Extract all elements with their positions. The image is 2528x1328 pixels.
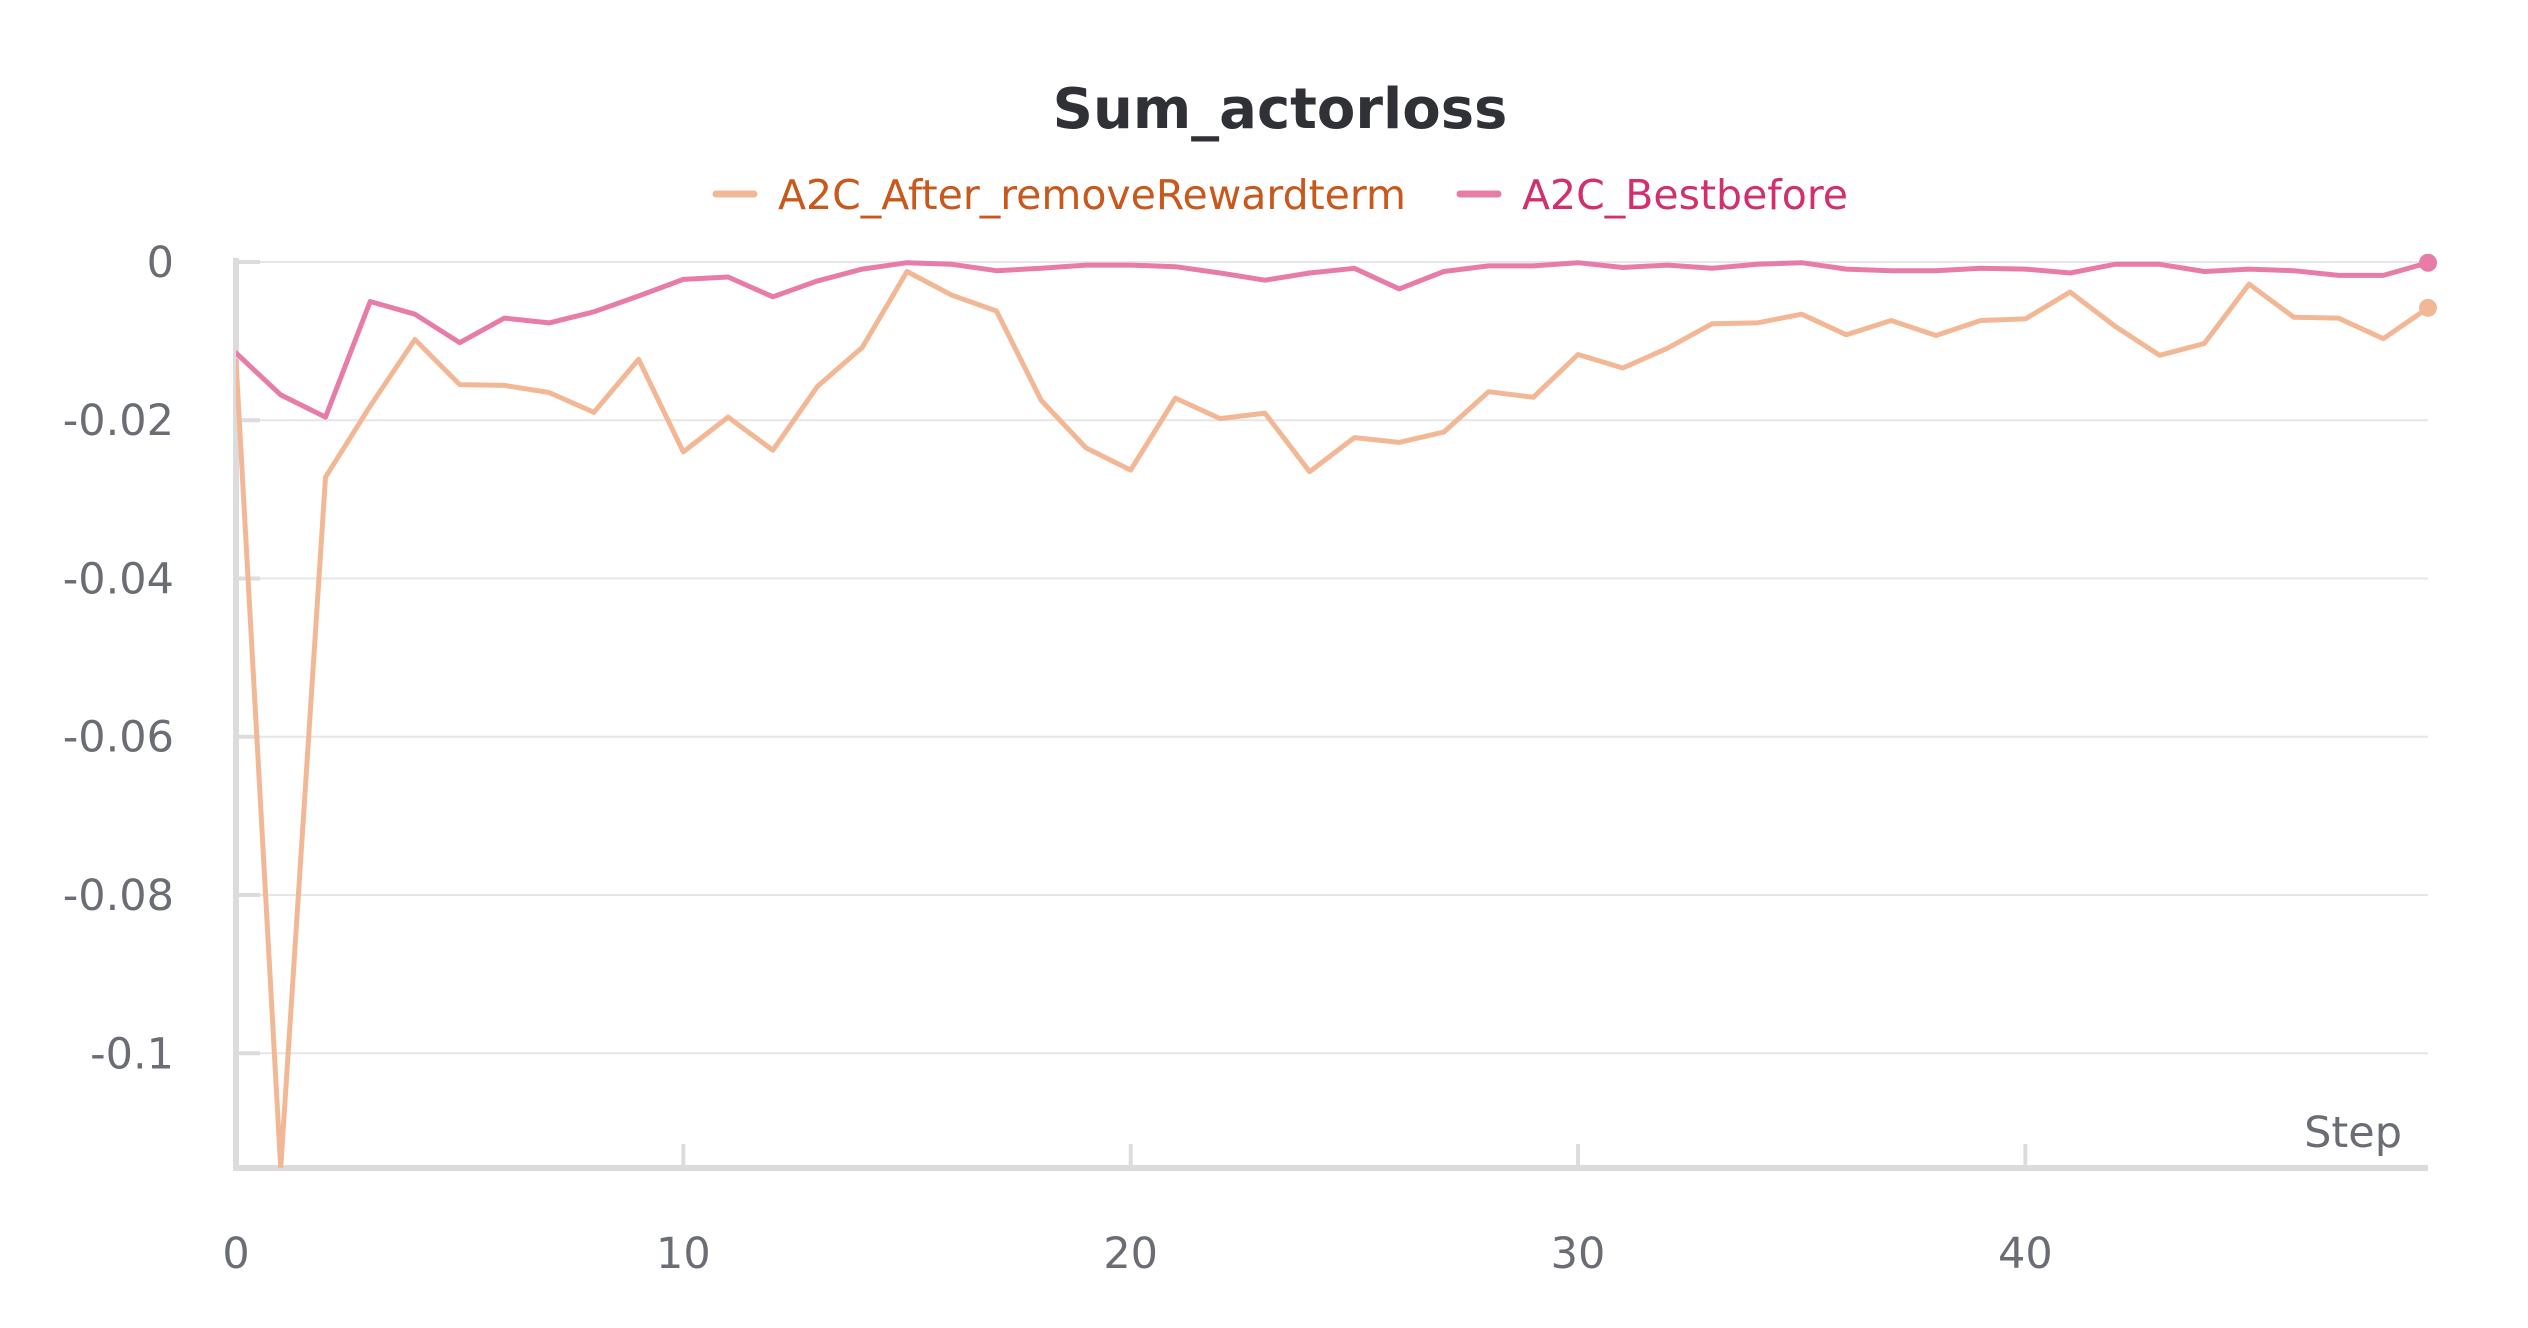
series-line-1 — [236, 260, 2431, 420]
y-tick-label-0: 0 — [147, 238, 174, 288]
legend: A2C_After_removeRewardterm A2C_Bestbefore — [712, 171, 1848, 219]
x-axis-ticks: 0 10 20 30 40 — [222, 1144, 2053, 1279]
y-tick-label-2: -0.04 — [63, 554, 174, 604]
y-axis-ticks: 0 -0.02 -0.04 -0.06 -0.08 -0.1 — [63, 238, 260, 1079]
chart-title: Sum_actorloss — [1053, 77, 1508, 142]
y-tick-label-4: -0.08 — [63, 871, 174, 921]
axes — [233, 258, 2428, 1171]
y-tick-label-3: -0.06 — [63, 713, 174, 763]
series-endpoint-1 — [2419, 253, 2437, 272]
x-tick-label-2: 20 — [1103, 1229, 1158, 1279]
series-endpoint-0 — [2419, 298, 2437, 317]
x-tick-label-0: 0 — [222, 1229, 249, 1279]
y-tick-label-5: -0.1 — [90, 1029, 174, 1079]
series-lines — [236, 253, 2437, 1168]
y-tick-label-1: -0.02 — [63, 396, 174, 446]
x-tick-label-1: 10 — [656, 1229, 711, 1279]
x-tick-label-3: 30 — [1551, 1229, 1606, 1279]
series-line-0 — [236, 269, 2431, 1168]
grid-lines — [236, 260, 2428, 1055]
legend-label-1: A2C_Bestbefore — [1522, 171, 1848, 219]
x-tick-label-4: 40 — [1998, 1229, 2053, 1279]
x-axis-label: Step — [2304, 1108, 2402, 1158]
legend-label-0: A2C_After_removeRewardterm — [778, 171, 1406, 219]
